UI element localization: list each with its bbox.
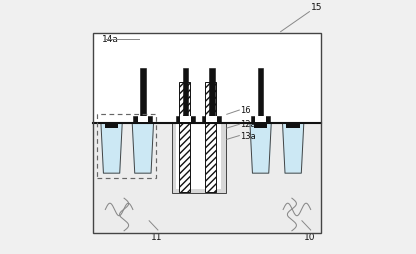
- Bar: [176, 122, 221, 189]
- Bar: [97, 114, 156, 178]
- Text: 14a: 14a: [102, 35, 119, 44]
- Bar: [176, 116, 195, 123]
- Bar: [93, 33, 321, 123]
- Bar: [202, 116, 221, 123]
- Bar: [105, 123, 118, 128]
- Bar: [286, 123, 300, 128]
- Text: 12a: 12a: [240, 120, 256, 129]
- Text: 13a: 13a: [240, 132, 256, 141]
- Bar: [140, 69, 146, 116]
- Bar: [206, 82, 216, 192]
- Bar: [254, 123, 267, 128]
- Bar: [138, 116, 148, 122]
- Bar: [134, 116, 152, 123]
- Polygon shape: [101, 123, 122, 173]
- Polygon shape: [282, 123, 304, 173]
- Bar: [183, 69, 188, 116]
- Text: 11: 11: [151, 232, 162, 242]
- Bar: [93, 123, 321, 233]
- Bar: [251, 116, 270, 123]
- Bar: [179, 82, 190, 192]
- Text: 15: 15: [311, 3, 322, 12]
- Bar: [180, 116, 191, 122]
- Bar: [172, 122, 225, 193]
- Polygon shape: [132, 123, 154, 173]
- Bar: [93, 33, 321, 233]
- Text: 16: 16: [240, 106, 251, 115]
- Bar: [209, 69, 215, 116]
- Bar: [258, 69, 263, 116]
- Bar: [206, 116, 217, 122]
- Polygon shape: [250, 123, 271, 173]
- Bar: [255, 116, 266, 122]
- Text: 10: 10: [304, 232, 315, 242]
